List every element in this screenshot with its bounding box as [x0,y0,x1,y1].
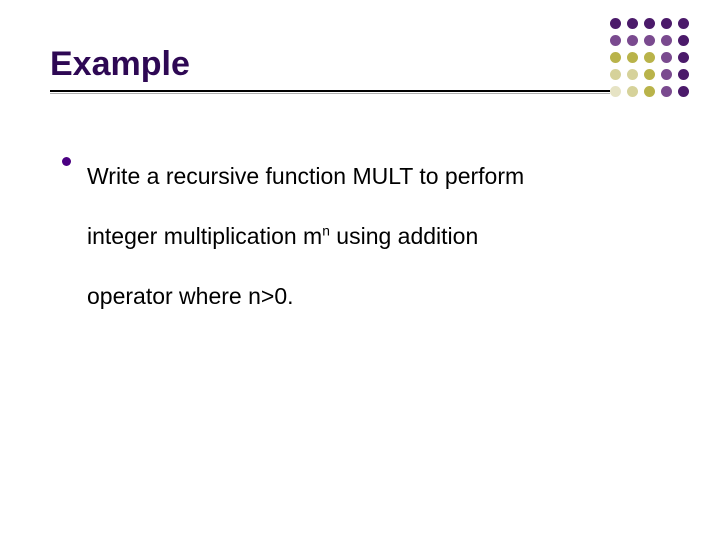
decoration-dot [678,69,689,80]
decoration-dot [678,86,689,97]
bullet-icon [62,157,71,166]
slide: Example Write a recursive function MULT … [0,0,720,540]
body-line-2-pre: integer multiplication m [87,223,322,249]
decoration-dot [678,35,689,46]
body-text: Write a recursive function MULT to perfo… [87,147,524,326]
decoration-dot [661,18,672,29]
decoration-dot [678,18,689,29]
decoration-dot [627,18,638,29]
body-line-2-post: using addition [330,223,478,249]
content-area: Write a recursive function MULT to perfo… [50,147,670,326]
body-line-3: operator where n>0. [87,283,294,309]
decoration-dot [610,18,621,29]
bullet-item: Write a recursive function MULT to perfo… [62,147,670,326]
title-underline-light [50,93,610,94]
slide-title: Example [50,45,670,84]
body-line-2-sup: n [322,223,330,238]
title-area: Example [50,45,670,92]
title-underline-dark [50,90,610,92]
decoration-dot [644,18,655,29]
decoration-dot [678,52,689,63]
body-line-1: Write a recursive function MULT to perfo… [87,163,524,189]
